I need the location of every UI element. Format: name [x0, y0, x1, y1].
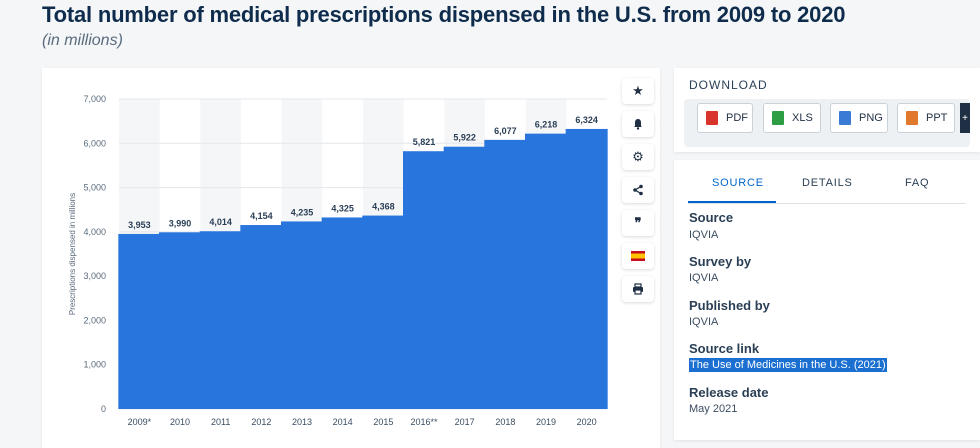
x-tick-label: 2014	[333, 417, 353, 427]
y-tick-label: 6,000	[83, 138, 106, 148]
bar	[403, 151, 445, 409]
data-label: 4,325	[331, 203, 354, 213]
xls-file-icon	[772, 111, 784, 125]
print-icon[interactable]	[622, 276, 654, 302]
data-label: 6,324	[575, 115, 598, 125]
data-label: 5,922	[453, 133, 476, 143]
page-title: Total number of medical prescriptions di…	[42, 2, 846, 27]
source-label: Source	[689, 210, 734, 225]
x-tick-label: 2018	[495, 417, 515, 427]
bar	[118, 233, 161, 409]
source-link-text[interactable]: The Use of Medicines in the U.S. (2021)	[689, 358, 887, 372]
page-subtitle: (in millions)	[42, 32, 123, 49]
download-panel: DOWNLOAD PDF XLS PNG PPT +	[674, 68, 980, 152]
bar	[525, 133, 567, 409]
tab-source[interactable]: SOURCE	[712, 177, 764, 189]
png-file-icon	[839, 111, 851, 125]
data-label: 4,235	[291, 207, 314, 217]
pdf-file-icon	[706, 111, 718, 125]
source-panel: SOURCE DETAILS FAQ Source IQVIA Survey b…	[674, 160, 980, 440]
x-tick-label: 2016**	[410, 417, 438, 427]
source-link-label: Source link	[689, 341, 760, 356]
x-tick-label: 2019	[536, 417, 556, 427]
data-label: 4,014	[209, 217, 232, 227]
x-tick-label: 2009*	[128, 417, 152, 427]
download-pdf-label: PDF	[726, 112, 748, 124]
bar	[159, 232, 201, 409]
tab-divider	[688, 203, 966, 204]
star-icon[interactable]: ★	[622, 78, 654, 104]
y-axis-label: Prescriptions dispensed in millions	[68, 193, 77, 315]
quote-icon[interactable]: ❞	[622, 210, 654, 236]
x-tick-label: 2012	[251, 417, 271, 427]
data-label: 6,077	[494, 126, 517, 136]
download-png-label: PNG	[859, 112, 883, 124]
download-xls-button[interactable]: XLS	[763, 103, 821, 133]
data-label: 5,821	[413, 137, 436, 147]
x-tick-label: 2020	[577, 417, 597, 427]
data-label: 3,990	[169, 218, 192, 228]
download-pdf-button[interactable]: PDF	[697, 103, 753, 133]
data-label: 3,953	[128, 220, 151, 230]
bar	[240, 225, 283, 409]
survey-by-label: Survey by	[689, 254, 752, 269]
x-tick-label: 2017	[455, 417, 475, 427]
source-value: IQVIA	[689, 229, 719, 241]
y-tick-label: 2,000	[83, 315, 106, 325]
tab-faq[interactable]: FAQ	[905, 177, 930, 189]
bar	[443, 146, 486, 409]
x-tick-label: 2011	[211, 417, 230, 427]
release-date-label: Release date	[689, 385, 769, 400]
data-label: 4,368	[372, 202, 395, 212]
download-ppt-label: PPT	[926, 112, 948, 124]
more-formats-button[interactable]: +	[960, 103, 970, 133]
spain-flag-icon[interactable]	[622, 243, 654, 269]
bar	[321, 217, 364, 409]
gear-icon[interactable]: ⚙	[622, 144, 654, 170]
y-tick-label: 7,000	[83, 94, 106, 104]
download-xls-label: XLS	[792, 112, 813, 124]
x-tick-label: 2010	[170, 417, 190, 427]
x-tick-label: 2013	[292, 417, 312, 427]
bar	[565, 128, 608, 409]
bar	[362, 215, 405, 409]
info-tabs: SOURCE DETAILS FAQ	[674, 160, 980, 204]
download-png-button[interactable]: PNG	[830, 103, 888, 133]
chart-card: 0 1,000 2,000 3,000 4,000 5,000 6,000 7,000 Pres…	[42, 68, 660, 448]
bar	[484, 139, 527, 409]
data-label: 4,154	[250, 211, 273, 221]
release-date-value: May 2021	[689, 403, 738, 415]
bar	[281, 221, 323, 409]
active-tab-indicator	[688, 201, 776, 203]
published-by-value: IQVIA	[689, 316, 719, 328]
tab-details[interactable]: DETAILS	[802, 177, 853, 189]
download-ppt-button[interactable]: PPT	[897, 103, 955, 133]
data-label: 6,218	[535, 120, 558, 130]
source-link[interactable]: The Use of Medicines in the U.S. (2021)	[689, 358, 887, 372]
share-icon[interactable]	[622, 177, 654, 203]
bar	[199, 231, 242, 409]
bar-chart: 0 1,000 2,000 3,000 4,000 5,000 6,000 7,000 Pres…	[68, 94, 608, 427]
y-tick-label: 0	[101, 404, 106, 414]
y-tick-label: 5,000	[83, 183, 106, 193]
y-tick-label: 1,000	[83, 360, 106, 370]
download-buttons: PDF XLS PNG PPT +	[684, 99, 970, 147]
y-tick-label: 4,000	[83, 227, 106, 237]
download-title: DOWNLOAD	[689, 78, 768, 92]
ppt-file-icon	[906, 111, 918, 125]
survey-by-value: IQVIA	[689, 272, 719, 284]
x-tick-label: 2015	[373, 417, 393, 427]
published-by-label: Published by	[689, 298, 770, 313]
y-tick-label: 3,000	[83, 271, 106, 281]
bell-icon[interactable]	[622, 111, 654, 137]
